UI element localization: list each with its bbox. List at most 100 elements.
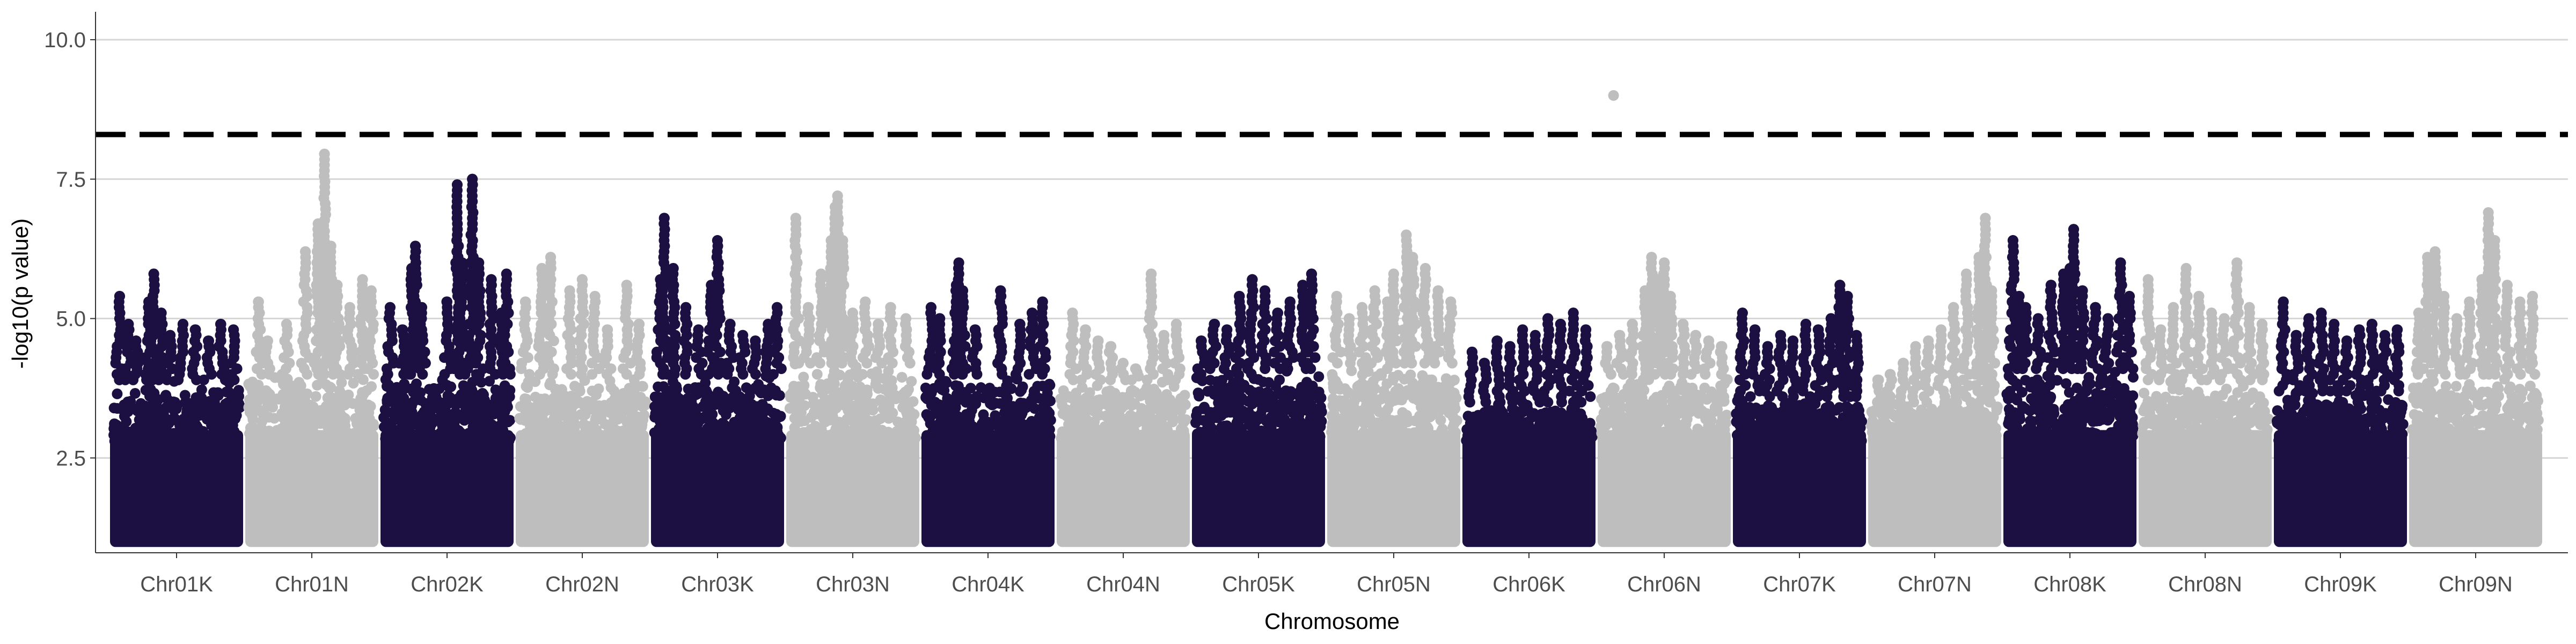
point xyxy=(1314,431,1326,442)
point xyxy=(737,421,749,432)
peak-point-Chr04N-3 xyxy=(1105,341,1116,352)
peak-point-Chr01N-0 xyxy=(253,296,264,308)
point xyxy=(434,383,445,394)
point xyxy=(978,409,989,420)
point xyxy=(494,428,506,440)
point xyxy=(1467,414,1478,425)
point xyxy=(636,419,648,430)
point xyxy=(747,399,758,410)
point xyxy=(583,399,595,410)
point xyxy=(1270,380,1282,391)
point xyxy=(1328,384,1340,395)
point xyxy=(1058,385,1069,396)
peak-point-Chr03K-2 xyxy=(668,263,679,274)
point xyxy=(700,377,711,389)
peak-point-Chr04K-6 xyxy=(995,285,1006,296)
points-dense-Chr01K xyxy=(110,430,243,547)
point xyxy=(1058,433,1070,444)
point xyxy=(764,431,775,443)
point xyxy=(769,424,780,435)
peak-point-Chr04K-9 xyxy=(1037,296,1048,308)
peak-point-Chr03N-2 xyxy=(816,268,826,280)
peak-point-Chr03N-9 xyxy=(873,318,884,330)
point xyxy=(1014,386,1026,397)
point xyxy=(904,406,916,417)
point xyxy=(1304,418,1315,429)
point xyxy=(258,408,269,420)
point xyxy=(575,409,587,420)
point xyxy=(220,398,231,409)
point xyxy=(1265,412,1277,423)
peak-point-Chr01K-4 xyxy=(148,268,159,280)
peak-point-Chr02K-3 xyxy=(410,240,421,252)
point xyxy=(109,435,120,447)
peak-point-Chr06K-4 xyxy=(1517,324,1528,335)
point xyxy=(302,388,313,399)
peak-point-Chr03N-6 xyxy=(837,235,848,246)
point xyxy=(846,390,857,401)
point xyxy=(1279,422,1290,434)
point xyxy=(112,388,123,399)
point xyxy=(498,395,509,406)
peak-point-Chr05K-4 xyxy=(1247,274,1258,285)
point xyxy=(815,382,826,393)
point xyxy=(867,432,878,443)
peak-point-Chr04N-4 xyxy=(1118,357,1129,369)
point xyxy=(234,402,245,413)
point xyxy=(167,413,178,425)
point xyxy=(1293,410,1305,421)
point xyxy=(151,401,163,412)
series-Chr05N xyxy=(1326,229,1462,547)
point xyxy=(705,432,716,443)
point xyxy=(599,419,611,430)
point xyxy=(324,382,335,393)
point xyxy=(905,432,916,443)
peak-point-Chr01N-9 xyxy=(357,274,368,285)
peak-point-Chr01K-8 xyxy=(190,324,201,335)
point xyxy=(844,369,855,380)
point xyxy=(349,428,360,439)
point xyxy=(608,405,619,416)
peak-point-Chr06K-0 xyxy=(1466,346,1477,357)
point xyxy=(174,420,185,431)
peak-point-Chr02N-4 xyxy=(577,274,588,285)
point xyxy=(749,434,760,445)
point xyxy=(1034,412,1045,423)
point xyxy=(1417,377,1429,389)
series-Chr04K xyxy=(920,257,1056,547)
data-points xyxy=(108,90,2544,547)
point xyxy=(1032,380,1043,392)
point xyxy=(158,409,169,420)
point xyxy=(631,381,642,392)
peak-point-Chr01N-2 xyxy=(281,318,292,330)
point xyxy=(1372,426,1384,437)
peak-point-Chr02N-0 xyxy=(519,296,531,308)
point xyxy=(1125,385,1137,397)
point xyxy=(950,380,961,391)
point xyxy=(811,369,823,380)
point xyxy=(899,386,911,398)
point xyxy=(224,432,235,443)
peak-point-Chr05K-3 xyxy=(1234,290,1245,302)
point xyxy=(289,428,301,439)
peak-point-Chr06K-5 xyxy=(1529,330,1541,341)
point xyxy=(1531,410,1542,421)
point xyxy=(311,415,322,427)
point xyxy=(496,418,508,429)
point xyxy=(846,435,857,447)
point xyxy=(450,399,462,411)
point xyxy=(569,380,580,392)
point xyxy=(798,427,809,438)
points-dense-Chr06K xyxy=(1462,430,1596,547)
point xyxy=(247,410,258,421)
peak-point-Chr03K-8 xyxy=(737,330,749,341)
point xyxy=(291,415,303,427)
peak-point-Chr04N-0 xyxy=(1067,308,1078,319)
point xyxy=(173,434,185,445)
point xyxy=(767,369,779,380)
point xyxy=(875,394,886,405)
peak-point-Chr03N-7 xyxy=(847,308,858,319)
point xyxy=(226,408,238,420)
point xyxy=(587,385,598,397)
peak-point-Chr01K-10 xyxy=(215,318,226,330)
